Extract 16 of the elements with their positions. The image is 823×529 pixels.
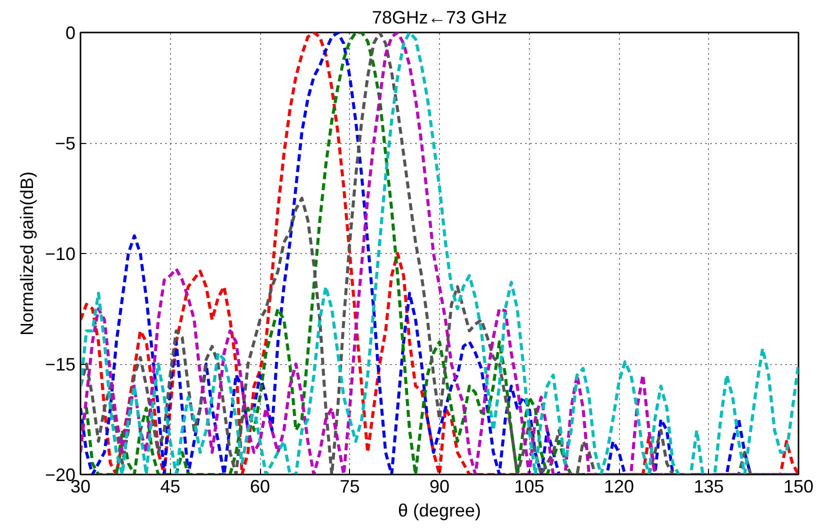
x-tick-label: 150: [783, 476, 814, 496]
x-tick-label: 45: [160, 476, 180, 496]
y-tick-label: −5: [54, 134, 76, 154]
x-tick-label: 75: [340, 476, 360, 496]
x-axis-title: θ (degree): [398, 500, 482, 520]
x-tick-label: 135: [694, 476, 724, 496]
x-tick-label: 120: [604, 476, 634, 496]
text: 78GHz←73 GHz: [372, 8, 508, 28]
x-tick-label: 105: [514, 476, 544, 496]
y-axis-title: Normalized gain(dB): [16, 171, 37, 336]
x-tick-label: 90: [429, 476, 450, 496]
x-tick-label: 60: [250, 476, 270, 496]
y-tick-label: −10: [44, 244, 76, 264]
y-tick-label: −15: [44, 354, 76, 374]
y-tick-label: 0: [65, 23, 76, 43]
line-series: [80, 32, 798, 474]
